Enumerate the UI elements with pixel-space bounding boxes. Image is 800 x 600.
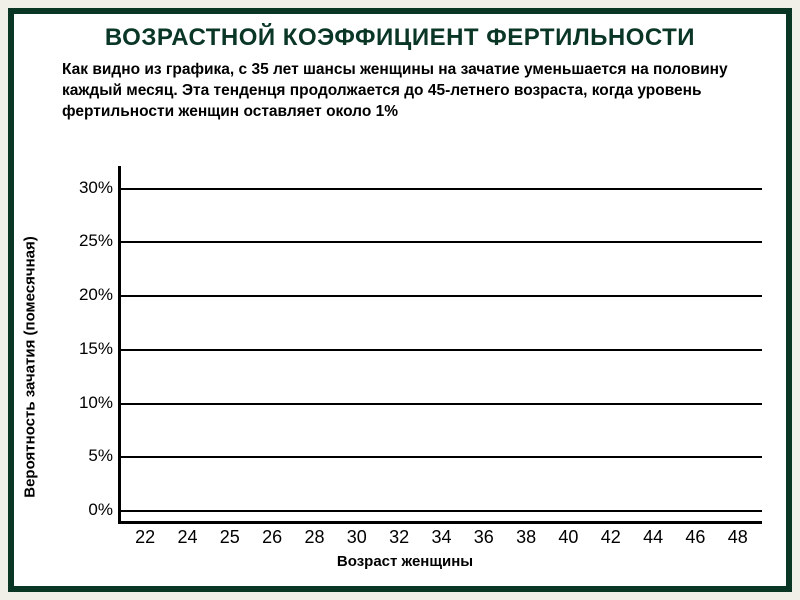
y-tick-label: 30% [79,178,113,198]
x-tick-label: 24 [177,527,197,548]
x-tick-label: 26 [262,527,282,548]
chart-frame: ВОЗРАСТНОЙ КОЭФФИЦИЕНТ ФЕРТИЛЬНОСТИ Как … [8,8,792,592]
gridline [121,349,762,351]
x-tick-label: 38 [516,527,536,548]
y-tick-label: 25% [79,231,113,251]
y-tick-label: 20% [79,285,113,305]
x-tick-label: 25 [220,527,240,548]
bars-container: 222425262830323436384042444648 [121,166,762,521]
y-tick-label: 10% [79,393,113,413]
x-tick-label: 40 [558,527,578,548]
x-tick-label: 36 [474,527,494,548]
gridline [121,456,762,458]
plot-region: 222425262830323436384042444648 0%5%10%15… [118,166,762,524]
y-axis-label: Вероятность зачатия (помесячная) [22,236,39,497]
x-tick-label: 22 [135,527,155,548]
x-axis-label: Возраст женщины [337,553,473,570]
x-tick-label: 44 [643,527,663,548]
y-tick-label: 5% [88,446,113,466]
chart-subtitle: Как видно из графика, с 35 лет шансы жен… [14,58,786,129]
x-tick-label: 34 [431,527,451,548]
gridline [121,295,762,297]
y-tick-label: 15% [79,339,113,359]
gridline [121,241,762,243]
x-tick-label: 48 [728,527,748,548]
x-tick-label: 28 [304,527,324,548]
chart-area: Вероятность зачатия (помесячная) 2224252… [42,166,768,568]
x-tick-label: 46 [685,527,705,548]
x-tick-label: 32 [389,527,409,548]
gridline [121,510,762,512]
x-tick-label: 30 [347,527,367,548]
gridline [121,403,762,405]
x-tick-label: 42 [601,527,621,548]
y-tick-label: 0% [88,500,113,520]
gridline [121,188,762,190]
chart-title: ВОЗРАСТНОЙ КОЭФФИЦИЕНТ ФЕРТИЛЬНОСТИ [14,14,786,58]
